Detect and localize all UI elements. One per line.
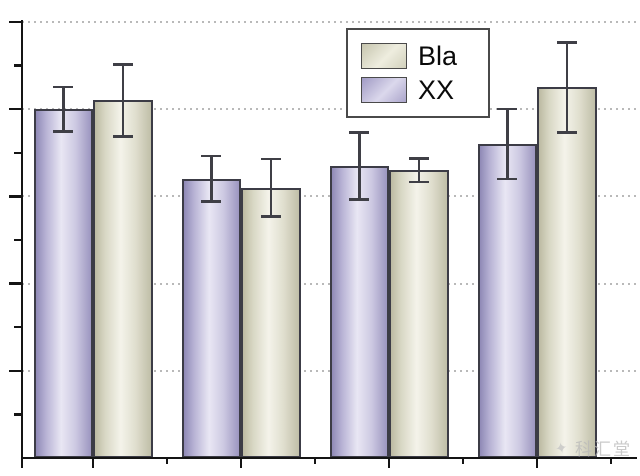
legend-item-xx: XX [361,74,488,105]
error-bar-xx-g4 [497,107,518,181]
error-bar-cap [53,85,74,89]
y-axis-major-tick [9,369,22,373]
error-bar-line [62,85,65,133]
y-axis-minor-tick [14,325,22,329]
bar-bla-g2 [241,187,301,458]
legend-swatch-bla [361,43,407,69]
y-axis-major-tick [9,282,22,285]
x-axis-minor-tick [165,458,169,464]
error-bar-cap [556,41,577,44]
error-bar-cap [349,198,370,201]
y-axis-major-tick [9,107,22,111]
error-bar-bla-g1 [112,63,133,138]
error-bar-line [269,157,272,218]
gridline-major [22,108,640,111]
bar-xx-g3 [329,165,389,458]
error-bar-bla-g4 [556,41,577,134]
error-bar-line [358,131,361,201]
error-bar-bla-g2 [260,157,281,218]
x-axis-minor-tick [313,458,317,464]
gridline-major [22,21,640,23]
error-bar-cap [556,131,577,134]
y-axis [20,20,24,461]
bar-xx-g2 [181,178,241,458]
error-bar-cap [112,63,133,66]
bar-bla-g3 [389,170,449,458]
x-axis-major-tick [91,458,95,468]
y-axis-minor-tick [14,238,22,242]
error-bar-cap [260,157,281,161]
error-bar-cap [497,107,518,111]
brand-mark-icon: ✦ [553,438,572,458]
x-axis [20,456,637,460]
bar-bla-g1 [93,100,153,458]
y-axis-minor-tick [14,151,22,155]
error-bar-line [565,41,568,134]
error-bar-cap [201,200,222,203]
x-axis-major-tick [20,458,24,468]
error-bar-bla-g3 [408,157,429,184]
error-bar-cap [53,130,74,133]
error-bar-xx-g2 [201,154,222,203]
error-bar-cap [408,157,429,160]
y-axis-major-tick [9,195,22,198]
bar-xx-g4 [477,144,537,458]
x-axis-minor-tick [461,458,465,464]
error-bar-xx-g1 [53,85,74,133]
x-axis-major-tick [535,458,539,468]
error-bar-cap [260,215,281,218]
legend: Bla XX [346,28,490,118]
error-bar-cap [408,180,429,184]
error-bar-line [506,107,509,181]
watermark: ✦ 科汇堂 [553,435,632,460]
error-bar-line [121,63,124,138]
error-bar-line [210,154,213,203]
y-axis-minor-tick [14,64,22,67]
legend-label-bla: Bla [418,40,458,71]
legend-item-bla: Bla [361,40,488,71]
bar-xx-g1 [33,109,93,458]
error-bar-xx-g3 [349,131,370,201]
error-bar-line [417,157,420,184]
x-axis-major-tick [387,458,391,468]
error-bar-cap [497,177,518,181]
error-bar-cap [112,135,133,138]
error-bar-cap [201,154,222,158]
watermark-text: 科汇堂 [575,440,632,459]
y-axis-minor-tick [14,413,22,416]
y-axis-major-tick [9,20,22,24]
legend-swatch-xx [361,77,407,103]
x-axis-major-tick [239,458,243,468]
x-axis-minor-tick [609,458,613,464]
legend-label-xx: XX [418,74,455,105]
bar-bla-g4 [537,87,597,458]
error-bar-cap [349,131,370,134]
